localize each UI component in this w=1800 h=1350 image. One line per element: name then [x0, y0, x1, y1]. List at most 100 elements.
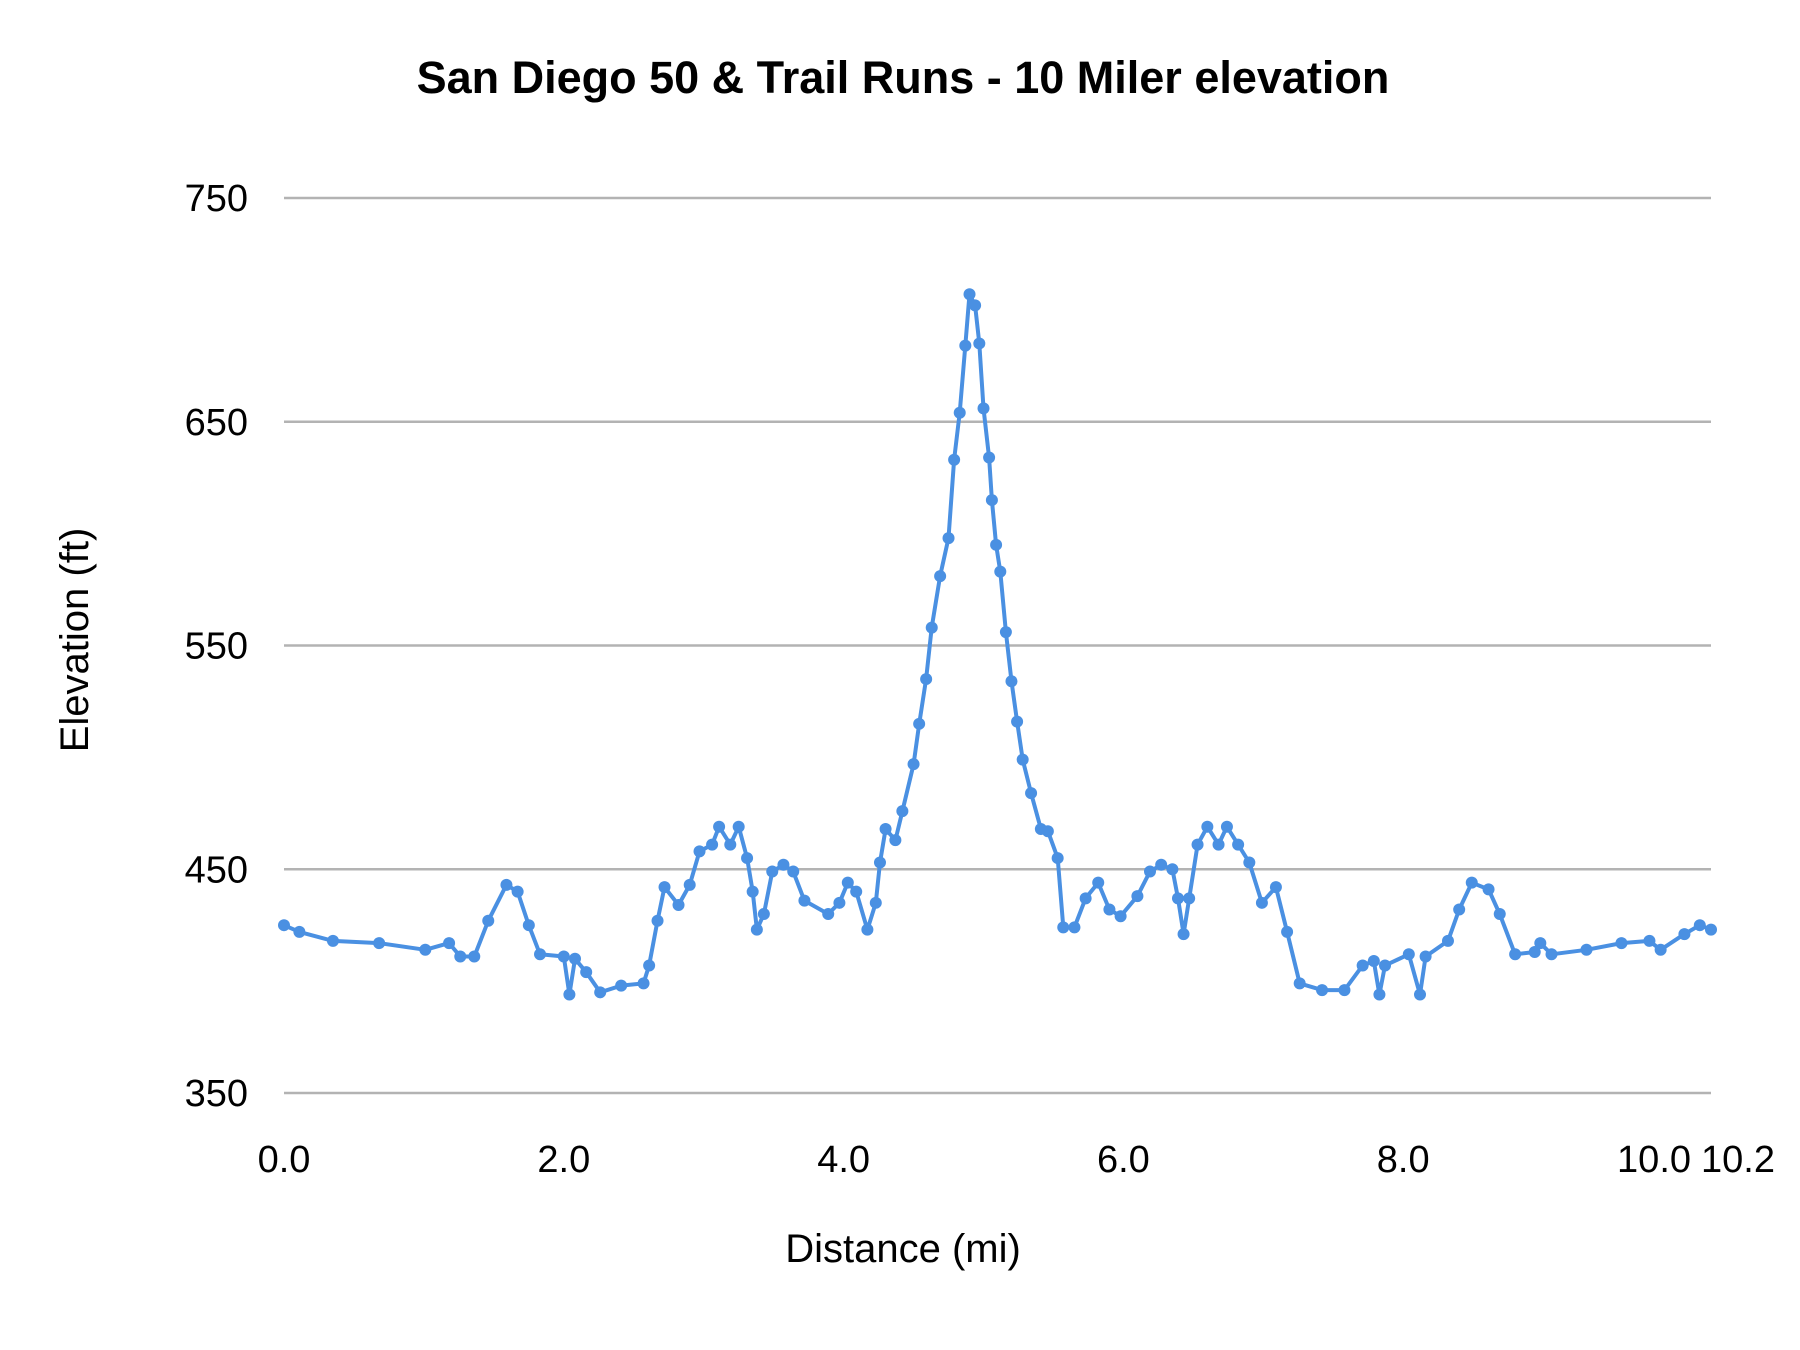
data-point — [1379, 959, 1392, 972]
data-point — [1143, 865, 1156, 878]
data-point — [1212, 838, 1225, 851]
data-point — [1281, 925, 1294, 938]
data-point — [1243, 856, 1256, 869]
data-point — [833, 896, 846, 909]
data-point — [920, 673, 933, 686]
y-tick-label: 750 — [185, 178, 248, 220]
data-point — [522, 919, 535, 932]
chart-title: San Diego 50 & Trail Runs - 10 Miler ele… — [417, 52, 1390, 103]
data-point — [1493, 908, 1506, 920]
data-point — [1232, 838, 1245, 851]
data-point — [934, 570, 947, 583]
data-point — [293, 925, 306, 938]
data-point — [1025, 787, 1038, 800]
data-point — [1453, 903, 1466, 916]
data-point — [766, 865, 779, 878]
x-tick-label: 10.2 — [1701, 1139, 1775, 1181]
data-point — [1057, 921, 1070, 934]
data-point — [1356, 959, 1369, 972]
data-point — [1414, 988, 1427, 1001]
data-point — [1005, 675, 1018, 688]
data-point — [969, 299, 982, 312]
data-point — [1155, 858, 1168, 871]
data-point — [713, 820, 726, 833]
data-point — [953, 406, 966, 419]
data-point — [1509, 948, 1522, 961]
data-point — [568, 952, 581, 965]
data-point — [1068, 921, 1081, 934]
data-point — [1183, 892, 1196, 905]
data-point — [1011, 715, 1024, 728]
data-point — [1191, 838, 1204, 851]
data-point — [873, 856, 886, 869]
data-point — [1016, 753, 1029, 766]
data-point — [443, 937, 456, 950]
data-point — [1441, 934, 1454, 947]
data-point — [746, 885, 759, 898]
data-point — [278, 919, 290, 932]
data-point — [861, 923, 874, 936]
data-point — [683, 878, 696, 891]
data-point — [1316, 984, 1329, 997]
data-point — [1092, 876, 1105, 889]
data-point — [985, 494, 998, 507]
data-point — [1051, 852, 1064, 865]
data-point — [942, 532, 955, 545]
data-point — [983, 451, 996, 464]
data-point — [798, 894, 811, 907]
data-point — [869, 896, 882, 909]
data-point — [977, 402, 990, 415]
data-point — [787, 865, 800, 878]
data-point — [963, 288, 976, 301]
data-point — [1402, 948, 1415, 961]
x-tick-label: 2.0 — [537, 1139, 590, 1181]
data-point — [468, 950, 481, 963]
data-point — [896, 805, 909, 818]
data-point — [326, 934, 339, 947]
y-tick-label: 550 — [185, 626, 248, 668]
data-point — [1177, 928, 1190, 941]
x-tick-label: 10.0 — [1617, 1139, 1691, 1181]
data-point — [913, 717, 926, 730]
data-point — [994, 565, 1007, 578]
data-point — [482, 914, 495, 927]
data-point — [741, 852, 754, 865]
data-point — [1114, 910, 1127, 923]
data-point — [1482, 883, 1495, 896]
data-point — [1255, 896, 1268, 909]
x-tick-label: 4.0 — [817, 1139, 870, 1181]
data-point — [889, 834, 902, 847]
data-point — [1293, 977, 1306, 990]
data-point — [1220, 820, 1233, 833]
data-point — [693, 845, 706, 858]
data-point — [1079, 892, 1092, 905]
data-point — [1131, 890, 1144, 903]
data-point — [1201, 820, 1214, 833]
y-tick-labels: 350 450 550 650 750 — [185, 178, 248, 1115]
data-point — [1465, 876, 1478, 889]
data-point — [948, 453, 961, 466]
data-point — [580, 966, 593, 979]
data-point — [822, 908, 835, 920]
data-point — [594, 986, 607, 999]
data-point — [1338, 984, 1351, 997]
data-point — [990, 538, 1003, 551]
data-point — [1103, 903, 1116, 916]
x-tick-label: 6.0 — [1097, 1139, 1150, 1181]
data-point — [643, 959, 656, 972]
data-point — [615, 979, 628, 992]
data-point — [1545, 948, 1558, 961]
y-tick-label: 450 — [185, 849, 248, 891]
data-point — [1373, 988, 1386, 1001]
data-point — [1678, 928, 1691, 941]
data-point — [999, 626, 1012, 639]
series-elevation — [278, 288, 1717, 1001]
x-tick-labels: 0.0 2.0 4.0 6.0 8.0 10.0 10.2 — [258, 1139, 1775, 1181]
data-point — [534, 948, 547, 961]
data-point — [925, 621, 938, 634]
data-point — [563, 988, 576, 1001]
data-point — [724, 838, 737, 851]
y-tick-label: 350 — [185, 1073, 248, 1115]
data-point — [1166, 863, 1179, 876]
